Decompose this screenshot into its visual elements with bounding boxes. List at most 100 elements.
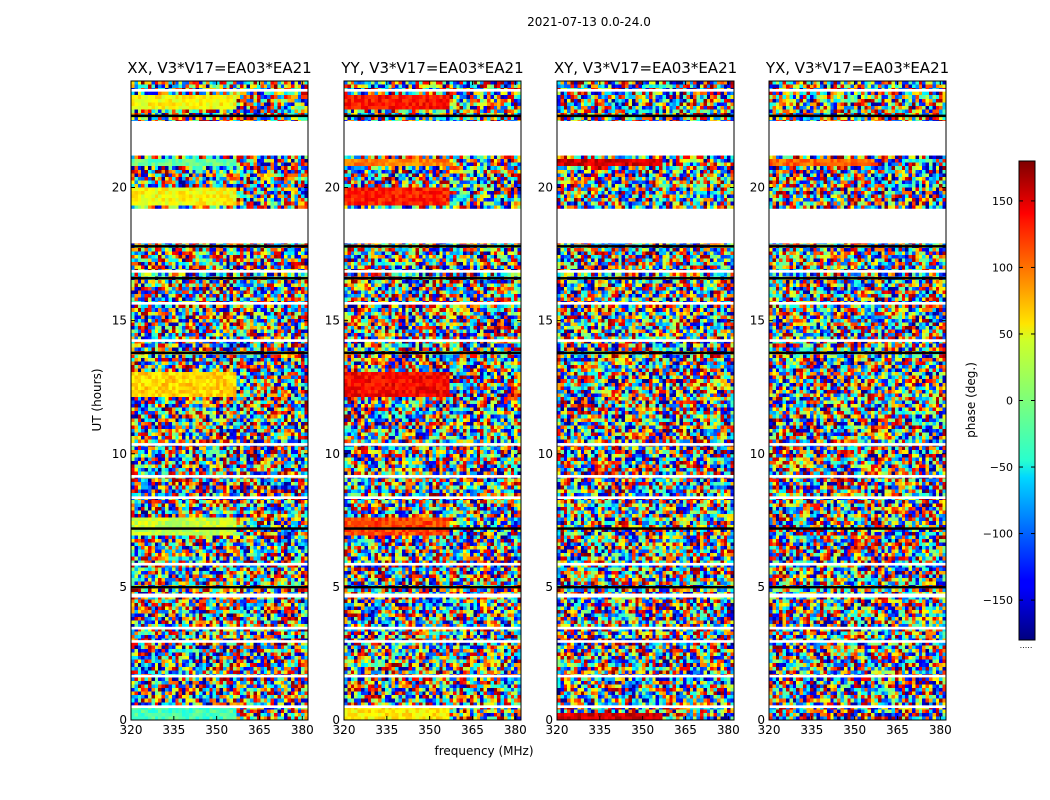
phase-cell: [209, 99, 213, 103]
phase-cell: [298, 109, 302, 113]
phase-cell: [223, 81, 227, 85]
phase-cell: [165, 99, 169, 103]
phase-cell: [182, 106, 186, 110]
phase-cell: [182, 81, 186, 85]
phase-cell: [141, 95, 145, 99]
phase-cell: [294, 163, 298, 167]
phase-cell: [301, 99, 305, 103]
phase-cell: [151, 106, 155, 110]
phase-cell: [294, 166, 298, 170]
phase-cell: [277, 156, 281, 160]
phase-cell: [216, 163, 220, 167]
phase-cell: [250, 81, 254, 85]
phase-cell: [277, 95, 281, 99]
phase-cell: [284, 95, 288, 99]
phase-cell: [291, 163, 295, 167]
phase-cell: [230, 159, 234, 163]
phase-cell: [172, 102, 176, 106]
phase-cell: [141, 81, 145, 85]
phase-cell: [155, 85, 159, 89]
phase-cell: [148, 173, 152, 177]
phase-cell: [233, 85, 237, 89]
phase-cell: [294, 95, 298, 99]
phase-cell: [240, 170, 244, 174]
phase-cell: [151, 166, 155, 170]
phase-cell: [185, 173, 189, 177]
phase-cell: [220, 102, 224, 106]
phase-cell: [264, 159, 268, 163]
phase-cell: [209, 106, 213, 110]
phase-cell: [230, 170, 234, 174]
phase-cell: [230, 102, 234, 106]
phase-cell: [185, 163, 189, 167]
phase-cell: [192, 92, 196, 96]
phase-cell: [199, 159, 203, 163]
phase-cell: [226, 159, 230, 163]
phase-cell: [220, 170, 224, 174]
phase-cell: [185, 159, 189, 163]
phase-cell: [271, 166, 275, 170]
phase-cell: [294, 156, 298, 160]
phase-cell: [294, 159, 298, 163]
phase-cell: [271, 156, 275, 160]
phase-cell: [237, 170, 241, 174]
phase-cell: [168, 95, 172, 99]
phase-cell: [168, 170, 172, 174]
phase-cell: [179, 81, 183, 85]
phase-cell: [206, 85, 210, 89]
phase-cell: [233, 81, 237, 85]
phase-cell: [165, 173, 169, 177]
phase-cell: [281, 95, 285, 99]
phase-cell: [196, 173, 200, 177]
phase-cell: [213, 81, 217, 85]
phase-cell: [240, 99, 244, 103]
phase-cell: [298, 81, 302, 85]
phase-cell: [165, 109, 169, 113]
phase-cell: [206, 106, 210, 110]
phase-cell: [288, 170, 292, 174]
phase-cell: [220, 163, 224, 167]
phase-cell: [209, 170, 213, 174]
phase-cell: [206, 156, 210, 160]
phase-cell: [267, 81, 271, 85]
phase-cell: [189, 85, 193, 89]
phase-cell: [271, 170, 275, 174]
phase-cell: [199, 170, 203, 174]
phase-cell: [151, 173, 155, 177]
phase-cell: [175, 95, 179, 99]
phase-cell: [220, 85, 224, 89]
phase-cell: [185, 170, 189, 174]
phase-cell: [165, 159, 169, 163]
phase-cell: [284, 92, 288, 96]
phase-cell: [155, 173, 159, 177]
phase-cell: [260, 99, 264, 103]
phase-cell: [240, 81, 244, 85]
phase-cell: [134, 95, 138, 99]
phase-cell: [223, 170, 227, 174]
phase-cell: [220, 109, 224, 113]
phase-cell: [260, 159, 264, 163]
phase-cell: [288, 95, 292, 99]
phase-cell: [233, 156, 237, 160]
phase-cell: [172, 99, 176, 103]
phase-cell: [141, 109, 145, 113]
phase-cell: [158, 99, 162, 103]
phase-cell: [220, 106, 224, 110]
phase-cell: [155, 92, 159, 96]
phase-cell: [158, 95, 162, 99]
phase-cell: [175, 106, 179, 110]
phase-cell: [134, 166, 138, 170]
phase-cell: [172, 170, 176, 174]
phase-cell: [202, 156, 206, 160]
phase-cell: [250, 95, 254, 99]
phase-cell: [237, 109, 241, 113]
phase-cell: [131, 170, 135, 174]
phase-cell: [288, 92, 292, 96]
phase-cell: [182, 85, 186, 89]
phase-cell: [206, 102, 210, 106]
phase-cell: [138, 85, 142, 89]
phase-cell: [298, 106, 302, 110]
phase-cell: [277, 159, 281, 163]
phase-cell: [138, 163, 142, 167]
phase-cell: [148, 159, 152, 163]
